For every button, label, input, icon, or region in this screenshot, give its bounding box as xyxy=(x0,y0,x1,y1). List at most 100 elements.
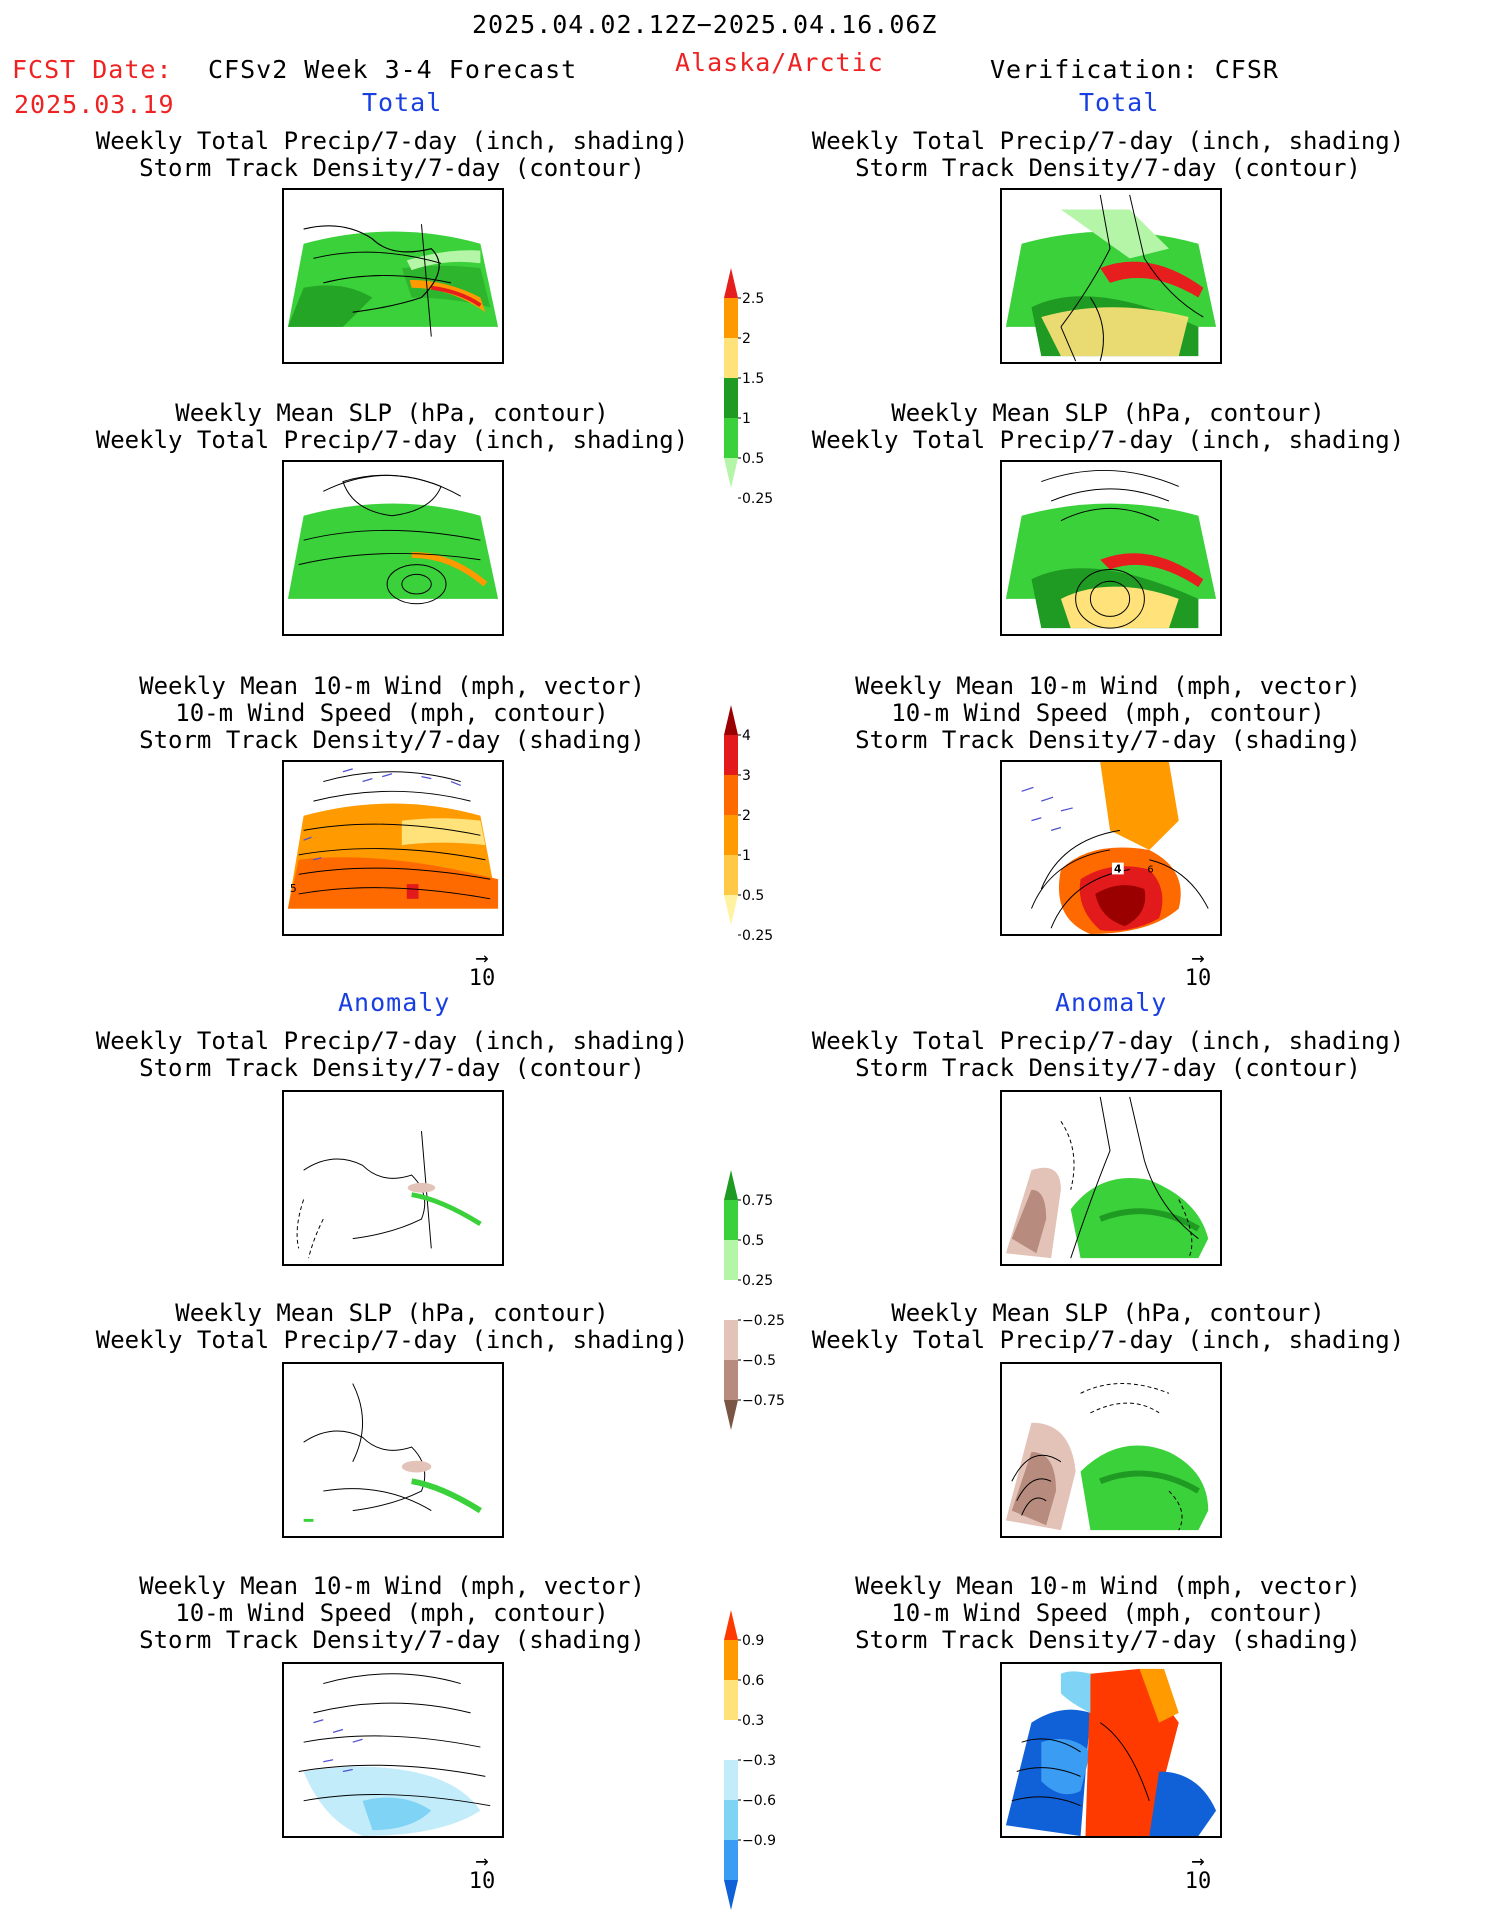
colorbar-label: 0.25 xyxy=(742,491,773,507)
colorbar-storm-total: 4 3 2 1 0.5 0.25 xyxy=(724,705,794,999)
ref-vector-label: 10 xyxy=(468,1869,496,1894)
map-fcst-total-precip xyxy=(282,188,504,364)
colorbar-swatch xyxy=(724,1170,738,1200)
colorbar-label: 0.25 xyxy=(742,1273,773,1289)
verification-title: Verification: CFSR xyxy=(990,55,1279,84)
colorbar-swatch xyxy=(724,1680,738,1720)
colorbar-label: 4 xyxy=(742,728,751,744)
colorbar-swatch xyxy=(724,1880,738,1910)
colorbar-swatch xyxy=(724,1360,738,1400)
title-obs-anom-slp: Weekly Mean SLP (hPa, contour) Weekly To… xyxy=(811,1299,1405,1354)
colorbar-swatch xyxy=(724,458,738,488)
obs-wind-label-a: 4 xyxy=(1114,862,1122,875)
colorbar-swatch xyxy=(724,1400,738,1430)
map-obs-total-wind: 4 6 xyxy=(1000,760,1222,936)
colorbar-swatch xyxy=(724,705,738,735)
colorbar-swatch xyxy=(724,1840,738,1880)
section-anomaly-left: Anomaly xyxy=(338,988,451,1017)
colorbar-label: 2 xyxy=(742,808,751,824)
colorbar-swatch xyxy=(724,338,738,378)
title-fcst-total-slp: Weekly Mean SLP (hPa, contour) Weekly To… xyxy=(95,399,689,454)
fcst-date-value: 2025.03.19 xyxy=(14,90,175,119)
colorbar-label: −0.9 xyxy=(742,1833,776,1849)
ref-vector-obs-total: → 10 xyxy=(1184,946,1212,992)
map-obs-anom-wind xyxy=(1000,1662,1222,1838)
ref-vector-obs-anom: → 10 xyxy=(1184,1849,1212,1895)
title-obs-total-slp: Weekly Mean SLP (hPa, contour) Weekly To… xyxy=(811,399,1405,454)
colorbar-label: 3 xyxy=(742,768,751,784)
title-fcst-anom-slp: Weekly Mean SLP (hPa, contour) Weekly To… xyxy=(95,1299,689,1354)
colorbar-label: 0.3 xyxy=(742,1713,764,1729)
colorbar-label: −0.6 xyxy=(742,1793,776,1809)
colorbar-swatch xyxy=(724,855,738,895)
colorbar-label: 0.5 xyxy=(742,451,764,467)
colorbar-swatch xyxy=(724,735,738,775)
map-obs-total-precip xyxy=(1000,188,1222,364)
obs-wind-label-b: 6 xyxy=(1147,864,1153,875)
colorbar-label: 2.5 xyxy=(742,291,764,307)
colorbar-swatch xyxy=(724,1280,738,1320)
colorbar-label: 0.25 xyxy=(742,928,773,944)
colorbar-label: −0.75 xyxy=(742,1393,785,1409)
colorbar-precip-anom: 0.75 0.5 0.25 −0.25 −0.5 −0.75 xyxy=(724,1170,794,1464)
colorbar-label: 0.9 xyxy=(742,1633,764,1649)
colorbar-label: 0.75 xyxy=(742,1193,773,1209)
period-title: 2025.04.02.12Z−2025.04.16.06Z xyxy=(472,10,938,39)
colorbar-label: −0.3 xyxy=(742,1753,776,1769)
colorbar-label: 0.6 xyxy=(742,1673,764,1689)
colorbar-label: −0.25 xyxy=(742,1313,785,1329)
title-fcst-total-precip: Weekly Total Precip/7-day (inch, shading… xyxy=(95,127,689,182)
title-obs-total-wind: Weekly Mean 10-m Wind (mph, vector) 10-m… xyxy=(855,672,1361,754)
colorbar-swatch xyxy=(724,1610,738,1640)
colorbar-swatch xyxy=(724,1200,738,1240)
title-obs-anom-precip: Weekly Total Precip/7-day (inch, shading… xyxy=(811,1027,1405,1082)
colorbar-label: −0.5 xyxy=(742,1353,776,1369)
colorbar-swatch xyxy=(724,815,738,855)
colorbar-swatch xyxy=(724,1720,738,1760)
region-title: Alaska/Arctic xyxy=(675,48,884,77)
title-obs-anom-wind: Weekly Mean 10-m Wind (mph, vector) 10-m… xyxy=(855,1572,1361,1654)
fcst-wind-contour-label: 5 xyxy=(290,882,297,895)
title-fcst-anom-precip: Weekly Total Precip/7-day (inch, shading… xyxy=(95,1027,689,1082)
map-fcst-total-wind: 5 xyxy=(282,760,504,936)
colorbar-swatch xyxy=(724,1320,738,1360)
ref-vector-label: 10 xyxy=(1184,966,1212,991)
colorbar-label: 1 xyxy=(742,848,751,864)
title-obs-total-precip: Weekly Total Precip/7-day (inch, shading… xyxy=(811,127,1405,182)
map-fcst-anom-precip xyxy=(282,1090,504,1266)
title-fcst-total-wind: Weekly Mean 10-m Wind (mph, vector) 10-m… xyxy=(139,672,645,754)
map-fcst-total-slp xyxy=(282,460,504,636)
colorbar-precip-total: 2.5 2 1.5 1 0.5 0.25 xyxy=(724,268,794,562)
section-total-left: Total xyxy=(362,88,443,117)
ref-vector-label: 10 xyxy=(1184,1869,1212,1894)
section-anomaly-right: Anomaly xyxy=(1055,988,1168,1017)
fcst-date-label: FCST Date: xyxy=(12,55,173,84)
ref-vector-fcst-total: → 10 xyxy=(468,946,496,992)
colorbar-label: 0.5 xyxy=(742,888,764,904)
ref-vector-fcst-anom: → 10 xyxy=(468,1849,496,1895)
colorbar-swatch xyxy=(724,268,738,298)
colorbar-swatch xyxy=(724,1640,738,1680)
ref-vector-label: 10 xyxy=(468,966,496,991)
colorbar-swatch xyxy=(724,1800,738,1840)
map-obs-anom-precip xyxy=(1000,1090,1222,1266)
colorbar-swatch xyxy=(724,895,738,925)
colorbar-swatch xyxy=(724,1240,738,1280)
colorbar-label: 0.5 xyxy=(742,1233,764,1249)
colorbar-label: 1.5 xyxy=(742,371,764,387)
colorbar-swatch xyxy=(724,418,738,458)
colorbar-swatch xyxy=(724,298,738,338)
map-obs-total-slp xyxy=(1000,460,1222,636)
map-fcst-anom-wind xyxy=(282,1662,504,1838)
map-obs-anom-slp xyxy=(1000,1362,1222,1538)
colorbar-label: 2 xyxy=(742,331,751,347)
colorbar-swatch xyxy=(724,378,738,418)
colorbar-storm-anom: 0.9 0.6 0.3 −0.3 −0.6 −0.9 xyxy=(724,1610,794,1910)
title-fcst-anom-wind: Weekly Mean 10-m Wind (mph, vector) 10-m… xyxy=(139,1572,645,1654)
model-title: CFSv2 Week 3-4 Forecast xyxy=(208,55,578,84)
section-total-right: Total xyxy=(1079,88,1160,117)
colorbar-swatch xyxy=(724,775,738,815)
colorbar-label: 1 xyxy=(742,411,751,427)
map-fcst-anom-slp xyxy=(282,1362,504,1538)
colorbar-swatch xyxy=(724,1760,738,1800)
